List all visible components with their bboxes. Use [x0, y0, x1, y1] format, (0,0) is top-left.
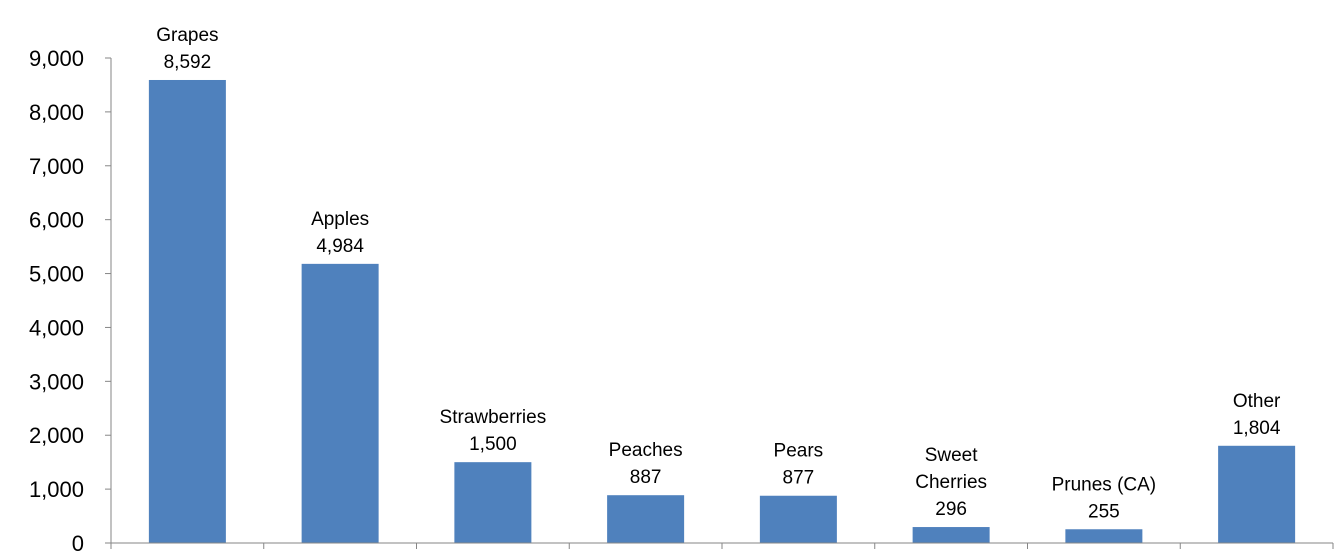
bar-category-label: Peaches: [609, 440, 683, 461]
y-tick-label: 5,000: [29, 262, 84, 287]
bar: [1218, 445, 1296, 543]
bar-value-label: 887: [630, 467, 662, 488]
y-tick-label: 3,000: [29, 369, 84, 394]
bar-value-label: 296: [935, 499, 967, 520]
bar-value-label: 8,592: [164, 52, 212, 73]
bar: [607, 495, 685, 543]
bar-value-label: 1,500: [469, 434, 517, 455]
y-tick-label: 7,000: [29, 154, 84, 179]
bar-value-label: 4,984: [316, 236, 364, 257]
y-tick-label: 1,000: [29, 477, 84, 502]
bar: [759, 495, 837, 543]
bar-category-label: Grapes: [156, 25, 218, 46]
bar: [301, 263, 379, 543]
axes-group: [105, 57, 1334, 549]
bar: [1065, 529, 1143, 543]
data-labels-group: Grapes 8,592 Apples 4,984 Strawberries 1,500 P…: [156, 25, 1281, 522]
y-tick-label: 9,000: [29, 46, 84, 71]
y-axis-tick-labels: 0 1,000 2,000 3,000 4,000 5,000 6,000 7,000 8,00…: [29, 46, 84, 555]
bar: [454, 462, 532, 543]
bar: [912, 527, 990, 543]
bar-category-label: Other: [1233, 391, 1281, 412]
bar-category-label: Strawberries: [440, 407, 547, 428]
bar-category-label: Prunes (CA): [1052, 474, 1157, 495]
y-tick-label: 2,000: [29, 423, 84, 448]
bar-value-label: 255: [1088, 501, 1120, 522]
bar-value-label: 1,804: [1233, 418, 1281, 439]
bar-value-label: 877: [783, 468, 815, 489]
bars-group: [148, 79, 1296, 543]
bar: [148, 79, 226, 543]
bar-category-label: Pears: [774, 441, 824, 462]
y-tick-label: 4,000: [29, 315, 84, 340]
bar-category-label: Cherries: [915, 472, 987, 493]
bar-category-label: Sweet: [925, 445, 979, 466]
y-tick-label: 8,000: [29, 100, 84, 125]
y-tick-label: 0: [72, 531, 84, 555]
bar-category-label: Apples: [311, 209, 369, 230]
y-tick-label: 6,000: [29, 208, 84, 233]
